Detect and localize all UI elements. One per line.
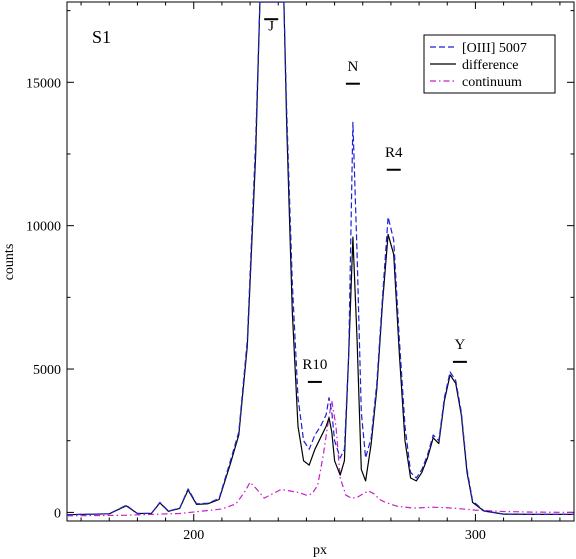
legend: [OIII] 5007 difference continuum	[423, 34, 556, 94]
annotation-label: R10	[302, 357, 327, 373]
y-tick-label: 5000	[33, 363, 61, 378]
legend-label: difference	[462, 58, 518, 73]
y-tick-label: 15000	[26, 76, 61, 91]
series-line-0	[67, 2, 574, 516]
y-axis-label: counts	[2, 244, 17, 281]
series-group	[67, 2, 574, 517]
annotation-label: R4	[385, 145, 403, 161]
legend-label: continuum	[462, 75, 522, 90]
annotations: J N R4 R10 Y	[264, 18, 467, 383]
annotation-label: J	[268, 19, 274, 35]
y-tick-label: 0	[54, 506, 61, 521]
x-axis-label: px	[313, 543, 327, 558]
panel-label: S1	[92, 27, 111, 47]
annotation-label: N	[347, 59, 358, 75]
axes: 200 300 0 5000 10000 15000	[26, 2, 574, 543]
x-tick-label: 300	[465, 528, 486, 543]
y-tick-label: 10000	[26, 220, 61, 235]
x-tick-label: 200	[183, 528, 204, 543]
plot-frame	[66, 1, 575, 522]
legend-label: [OIII] 5007	[462, 41, 527, 56]
series-line-2	[67, 400, 574, 517]
annotation-label: Y	[455, 337, 466, 353]
